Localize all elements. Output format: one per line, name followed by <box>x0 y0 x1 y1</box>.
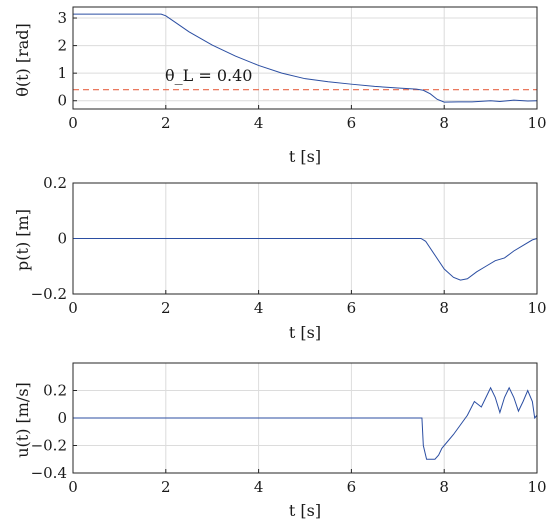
theta-panel: t [s] θ(t) [rad] θ_L = 0.40 0 2 4 6 8 10 0 1 2 3 <box>13 6 547 166</box>
velocity-xtick-label: 0 <box>68 478 78 496</box>
theta-ytick-label: 1 <box>57 64 67 82</box>
velocity-xtick-label: 10 <box>527 478 546 496</box>
theta-xtick-label: 6 <box>347 114 357 132</box>
velocity-axes-frame <box>72 362 538 474</box>
velocity-ytick-label: −0.4 <box>31 464 67 482</box>
position-ytick-label: 0 <box>57 230 67 248</box>
position-xtick-label: 8 <box>439 299 449 317</box>
velocity-series-line <box>73 386 538 460</box>
theta-xlabel: t [s] <box>289 147 321 166</box>
theta-xtick-label: 4 <box>254 114 264 132</box>
position-ytick-label: −0.2 <box>31 285 67 303</box>
position-ytick-label: 0.2 <box>43 174 67 192</box>
position-xlabel: t [s] <box>289 323 321 342</box>
position-xtick-label: 10 <box>527 299 546 317</box>
theta-ylabel: θ(t) [rad] <box>13 23 32 97</box>
theta-xtick-label: 10 <box>527 114 546 132</box>
position-xtick-label: 4 <box>254 299 264 317</box>
velocity-ytick-label: 0.2 <box>43 382 67 400</box>
velocity-xlabel: t [s] <box>289 501 321 520</box>
velocity-xtick-label: 4 <box>254 478 264 496</box>
velocity-ytick-label: −0.2 <box>31 437 67 455</box>
velocity-ylabel: u(t) [m/s] <box>13 382 32 458</box>
theta-axes-frame <box>72 6 538 110</box>
theta-threshold-annotation: θ_L = 0.40 <box>165 66 252 85</box>
position-panel: t [s] p(t) [m] 0 2 4 6 8 10−0.200.2 <box>13 174 547 342</box>
theta-series-line <box>73 13 538 103</box>
theta-xtick-label: 8 <box>439 114 449 132</box>
velocity-ytick-label: 0 <box>57 409 67 427</box>
position-xtick-label: 0 <box>68 299 78 317</box>
velocity-xtick-label: 8 <box>439 478 449 496</box>
theta-grid <box>72 7 538 109</box>
position-ylabel: p(t) [m] <box>13 209 32 271</box>
theta-ytick-label: 2 <box>57 37 67 55</box>
velocity-xtick-label: 2 <box>161 478 171 496</box>
velocity-xtick-label: 6 <box>347 478 357 496</box>
theta-ytick-label: 0 <box>57 92 67 110</box>
theta-xtick-label: 0 <box>68 114 78 132</box>
theta-ytick-label: 3 <box>57 9 67 27</box>
position-axes-frame <box>72 182 538 295</box>
velocity-panel: t [s] u(t) [m/s] 0 2 4 6 8 10 −0.4 −0.2 0 0.2 <box>13 362 547 520</box>
position-xtick-label: 2 <box>161 299 171 317</box>
position-xtick-label: 6 <box>347 299 357 317</box>
theta-xtick-label: 2 <box>161 114 171 132</box>
position-series-line <box>73 238 538 281</box>
